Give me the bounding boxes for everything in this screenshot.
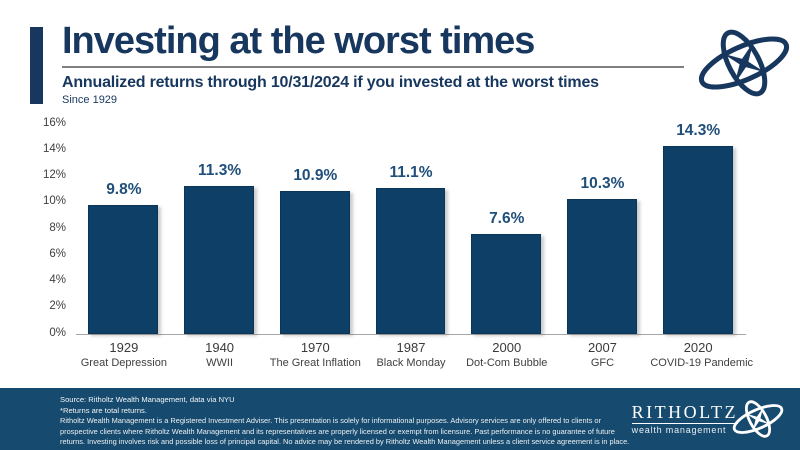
bar-1987 [375, 188, 446, 334]
x-axis-event-label: The Great Inflation [269, 357, 361, 369]
x-axis-year-label: 1929 [109, 340, 139, 355]
bar-value-label: 9.8% [106, 180, 142, 198]
y-tick-label: 8% [49, 221, 66, 234]
y-tick-label: 16% [42, 116, 66, 129]
source-block: Source: Ritholtz Wealth Management, data… [60, 394, 235, 417]
brand-divider [631, 423, 738, 424]
bar-2007 [567, 199, 637, 334]
bar-column-2000: 7.6% 2000 Dot-Com Bubble [459, 124, 555, 369]
bar-1970 [279, 191, 350, 334]
x-axis-year-label: 1970 [300, 340, 330, 355]
brand-logo: RITHOLTZ wealth management [631, 396, 786, 442]
y-tick-label: 4% [49, 274, 66, 286]
source-line: Source: Ritholtz Wealth Management, data… [60, 395, 235, 404]
x-axis-event-label: GFC [590, 357, 615, 369]
x-axis-event-label: COVID-19 Pandemic [650, 357, 754, 369]
brand-tagline: wealth management [631, 425, 727, 435]
x-axis-year-label: 1987 [396, 340, 426, 355]
bar-1940 [184, 186, 255, 334]
chart-subtitle: Annualized returns through 10/31/2024 if… [62, 73, 599, 91]
x-axis-event-label: Dot-Com Bubble [466, 357, 548, 369]
y-tick-label: 2% [49, 300, 66, 313]
ritholtz-globe-icon [698, 29, 790, 97]
bar-column-1970: 10.9% 1970 The Great Inflation [267, 124, 363, 369]
bar-value-label: 11.1% [389, 163, 433, 181]
x-axis-year-label: 2000 [492, 340, 522, 355]
x-axis-event-label: WWII [206, 357, 234, 369]
since-label: Since 1929 [62, 93, 118, 106]
bar-column-2020: 14.3% 2020 COVID-19 Pandemic [650, 121, 753, 369]
bar-column-2007: 10.3% 2007 GFC [555, 124, 651, 369]
returns-note: *Returns are total returns. [60, 406, 147, 416]
bar-value-label: 7.6% [489, 209, 525, 227]
y-tick-label: 0% [49, 326, 66, 339]
y-tick-label: 12% [42, 169, 66, 181]
bar-chart-plot: 9.8% 1929 Great Depression 11.3% 1940 WWII 10.… [76, 121, 753, 369]
bar-value-label: 11.3% [198, 161, 242, 179]
y-axis: 0% 2% 4% 6% 8% 10% 12% 14% 16% [28, 117, 66, 338]
page-title: Investing at the worst times [62, 20, 535, 62]
brand-name: RITHOLTZ [631, 402, 738, 422]
footer: Source: Ritholtz Wealth Management, data… [0, 388, 800, 450]
x-axis-year-label: 1940 [205, 340, 235, 355]
y-tick-label: 14% [42, 142, 66, 155]
bar-1929 [88, 205, 159, 334]
y-tick-label: 6% [49, 247, 66, 260]
x-axis-event-label: Black Monday [376, 357, 446, 369]
y-tick-label: 10% [42, 195, 66, 208]
bar-value-label: 10.9% [293, 166, 338, 184]
x-axis-event-label: Great Depression [80, 357, 167, 369]
bar-2000 [471, 234, 542, 334]
ritholtz-globe-icon-footer [732, 400, 784, 438]
brand-text: RITHOLTZ wealth management [631, 402, 738, 435]
title-divider [62, 65, 684, 68]
bar-2020 [662, 146, 733, 334]
x-axis-year-label: 2020 [683, 340, 713, 355]
accent-bar [30, 27, 43, 104]
header: Investing at the worst times Annualized … [62, 20, 687, 106]
bar-column-1929: 9.8% 1929 Great Depression [76, 124, 172, 369]
bar-value-label: 10.3% [580, 174, 625, 192]
bar-column-1987: 11.1% 1987 Black Monday [363, 124, 459, 369]
x-axis-year-label: 2007 [587, 340, 617, 355]
bar-column-1940: 11.3% 1940 WWII [172, 124, 268, 369]
disclaimer-text: Ritholtz Wealth Management is a Register… [60, 416, 630, 447]
bar-value-label: 14.3% [676, 121, 721, 139]
